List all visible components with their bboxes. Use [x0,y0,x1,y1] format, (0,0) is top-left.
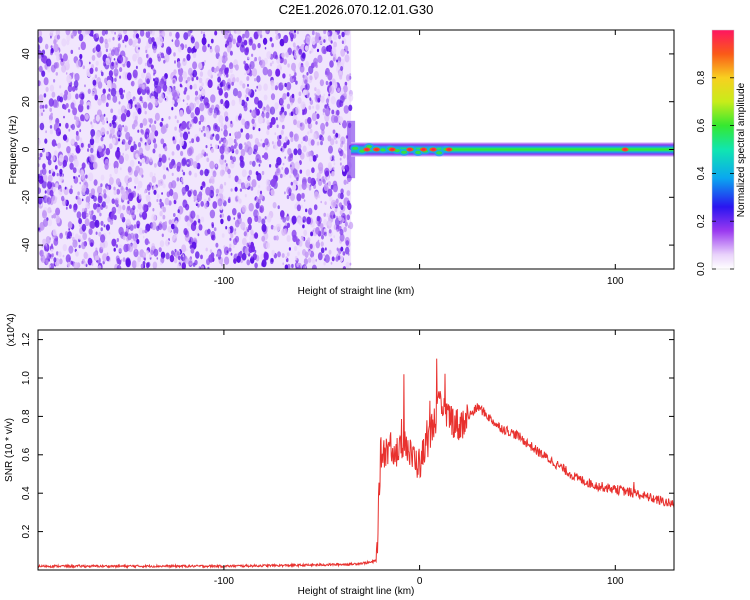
spectrogram-y-label: Frequency (Hz) [8,116,19,185]
colorbar-scale [712,30,734,269]
snr-x-ticks: -100 0 100 [214,330,624,587]
colorbar: 0.0 0.2 0.4 0.6 0.8 Normalized spectral ampl… [696,29,747,276]
colorbar-ticks: 0.0 0.2 0.4 0.6 0.8 [696,70,734,276]
spectrogram-y-tick-label: 20 [21,96,32,108]
colorbar-tick-label: 0.4 [696,166,707,180]
snr-y-label: SNR (10 * v/v) [4,418,15,482]
noise-speckles [38,30,354,269]
spectrogram-y-tick-label: -20 [21,190,32,205]
snr-series-line [38,358,674,570]
snr-y-tick-label: 0.8 [21,409,32,423]
colorbar-tick-label: 0.8 [696,70,707,84]
snr-x-tick-label: -100 [214,576,234,587]
snr-y-ticks: 0.2 0.4 0.6 0.8 1.0 1.2 [21,332,674,539]
snr-panel: -100 0 100 0.2 0.4 0.6 0.8 1.0 1.2 Height of st… [4,313,675,597]
spectrogram-y-tick-label: 0 [21,146,32,152]
snr-x-tick-label: 0 [417,576,423,587]
snr-y-tick-label: 1.0 [21,371,32,385]
spectrogram-panel: -100 100 -40 -20 0 20 40 Height of straight l… [8,29,675,297]
colorbar-tick-label: 0.6 [696,118,707,132]
spectrogram-x-tick-label: -100 [214,276,234,287]
snr-y-multiplier: (x10^4) [6,313,17,346]
snr-y-tick-label: 0.2 [21,524,32,538]
snr-y-tick-label: 0.4 [21,486,32,500]
snr-y-tick-label: 1.2 [21,332,32,346]
colorbar-label: Normalized spectral amplitude [736,82,747,217]
snr-frame [37,329,675,571]
colorbar-tick-label: 0.2 [696,214,707,228]
signal-hotspots [363,147,629,152]
colorbar-frame [711,29,735,270]
colorbar-tick-label: 0.0 [696,262,707,276]
snr-x-tick-label: 100 [607,576,624,587]
snr-x-label: Height of straight line (km) [298,586,415,597]
spectrogram-x-ticks: -100 100 [214,30,624,287]
spectrogram-y-tick-label: -40 [21,237,32,252]
spectrogram-y-tick-label: 40 [21,48,32,60]
spectrogram-x-tick-label: 100 [607,276,624,287]
spectrogram-y-ticks: -40 -20 0 20 40 [21,48,674,252]
spectrogram-area [38,30,674,269]
figure-title: C2E1.2026.070.12.01.G30 [279,2,434,17]
snr-y-tick-label: 0.6 [21,447,32,461]
spectrogram-x-label: Height of straight line (km) [298,286,415,297]
